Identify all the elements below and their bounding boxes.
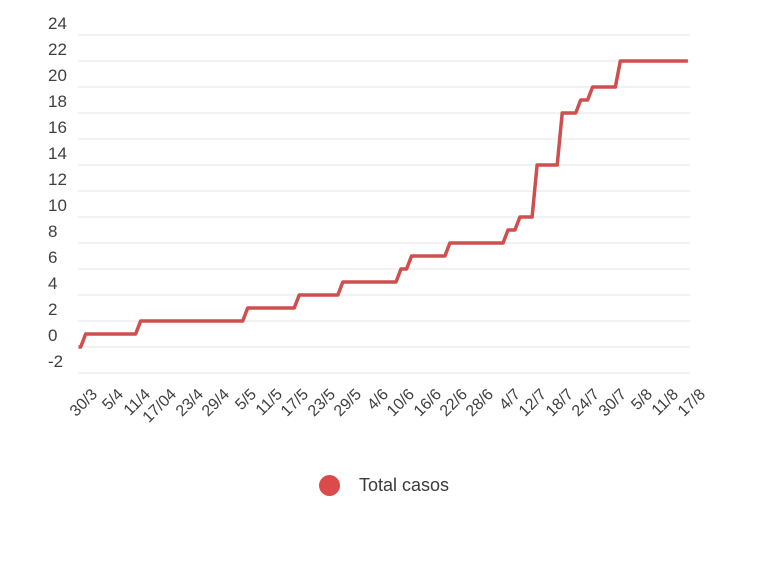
legend: Total casos — [0, 470, 768, 500]
y-tick-label: 4 — [48, 274, 58, 293]
y-tick-label: 20 — [48, 66, 67, 85]
y-tick-label: 0 — [48, 326, 58, 345]
y-tick-label: 8 — [48, 222, 58, 241]
y-tick-label: 22 — [48, 40, 67, 59]
y-tick-label: 6 — [48, 248, 58, 267]
y-tick-label: 2 — [48, 300, 58, 319]
y-tick-label: 12 — [48, 170, 67, 189]
y-tick-label: 24 — [48, 14, 67, 33]
legend-marker-icon — [318, 474, 340, 496]
y-tick-label: 14 — [48, 144, 67, 163]
y-tick-label: -2 — [48, 352, 64, 371]
series-total-casos-line — [78, 59, 688, 349]
y-tick-label: 10 — [48, 196, 67, 215]
y-tick-label: 18 — [48, 92, 67, 111]
legend-label: Total casos — [358, 474, 450, 495]
y-tick-label: 16 — [48, 118, 67, 137]
